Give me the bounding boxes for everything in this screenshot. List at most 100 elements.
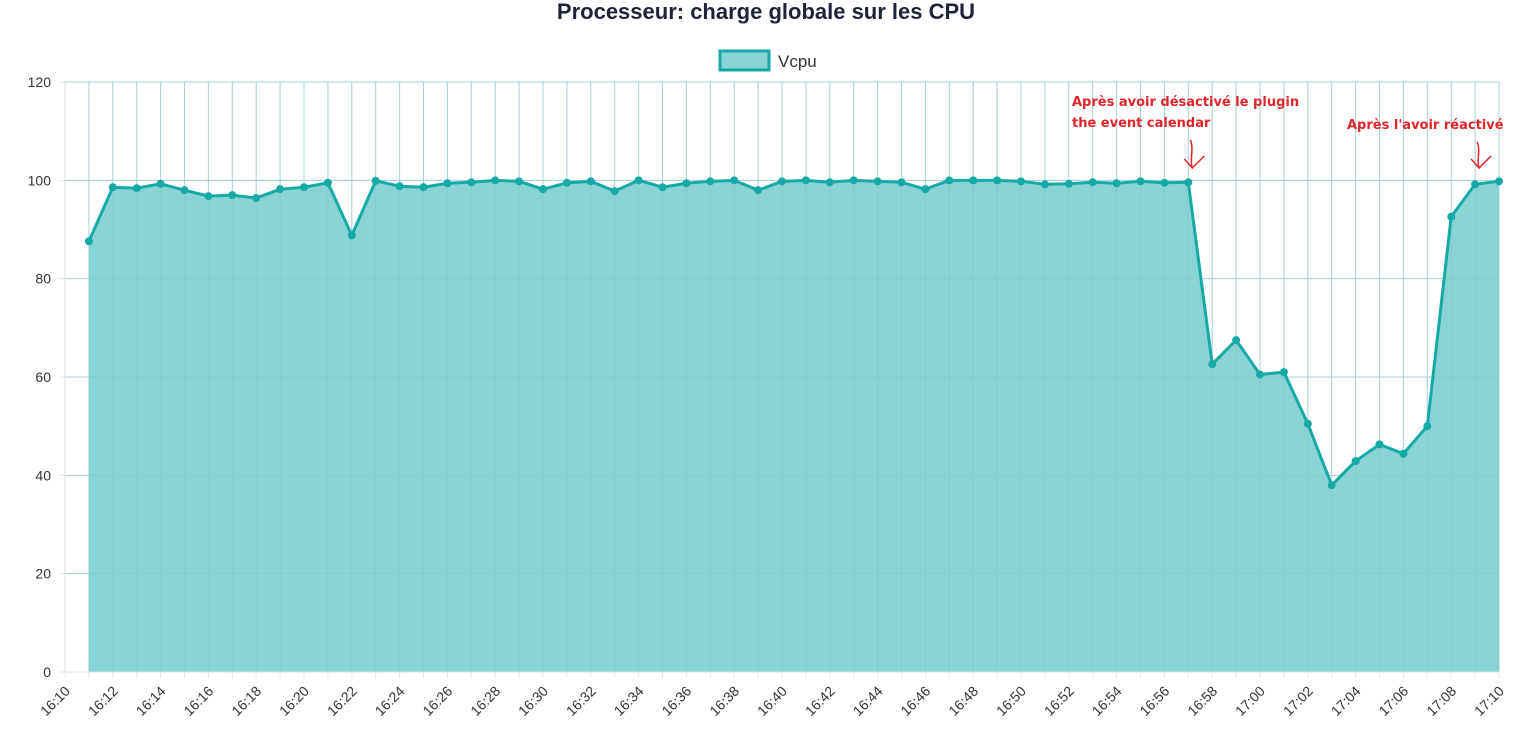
- x-tick-label: 16:14: [133, 683, 169, 719]
- data-point: [682, 179, 691, 188]
- y-tick-label: 120: [28, 74, 52, 90]
- annotation-1: Après avoir désactivé le plugin the event…: [1072, 95, 1299, 170]
- annotation-text: Après l'avoir réactivé: [1347, 118, 1504, 133]
- data-point: [132, 184, 141, 193]
- data-point: [276, 185, 285, 194]
- x-tick-label: 16:38: [706, 683, 742, 719]
- data-point: [1232, 336, 1241, 345]
- x-tick-label: 16:40: [754, 683, 790, 719]
- data-point: [347, 231, 356, 240]
- data-point: [849, 176, 858, 185]
- data-point: [1160, 178, 1169, 187]
- x-tick-label: 16:54: [1089, 683, 1125, 719]
- data-point: [1040, 180, 1049, 189]
- data-point: [84, 237, 93, 246]
- data-point: [1112, 179, 1121, 188]
- annotation-2: Après l'avoir réactivé: [1347, 118, 1504, 170]
- arrow-head-icon: [1183, 155, 1205, 170]
- y-tick-label: 0: [43, 664, 51, 680]
- x-tick-label: 16:50: [993, 683, 1029, 719]
- data-point: [156, 179, 165, 188]
- data-point: [1088, 178, 1097, 187]
- data-point: [1351, 457, 1360, 466]
- data-point: [825, 178, 834, 187]
- data-point: [515, 177, 524, 186]
- data-point: [1447, 212, 1456, 221]
- series-area-vcpu: [88, 180, 1499, 673]
- x-tick-label: 16:36: [658, 683, 694, 719]
- data-point: [108, 183, 117, 192]
- x-tick-label: 16:26: [419, 683, 455, 719]
- chart-legend[interactable]: Vcpu: [718, 49, 817, 72]
- x-tick-label: 17:08: [1423, 683, 1459, 719]
- series-line-vcpu: [87, 178, 1500, 487]
- data-point: [419, 183, 428, 192]
- x-tick-label: 16:10: [37, 683, 73, 719]
- data-point: [1423, 422, 1432, 431]
- x-tick-label: 16:34: [611, 683, 647, 719]
- data-point: [1136, 177, 1145, 186]
- data-point: [586, 177, 595, 186]
- data-point: [801, 176, 810, 185]
- data-point: [1279, 368, 1288, 377]
- data-point: [658, 183, 667, 192]
- plot-area: [64, 81, 1503, 673]
- data-point: [778, 177, 786, 186]
- y-tick-label: 40: [35, 467, 51, 483]
- data-point: [562, 178, 571, 187]
- x-tick-label: 17:00: [1232, 683, 1268, 719]
- data-point: [1327, 481, 1336, 490]
- data-point: [969, 176, 978, 185]
- x-tick-label: 17:02: [1280, 683, 1316, 719]
- data-point: [371, 176, 380, 185]
- x-tick-label: 16:48: [945, 683, 981, 719]
- x-tick-label: 16:32: [563, 683, 599, 719]
- data-point: [730, 176, 739, 185]
- data-point: [897, 178, 906, 187]
- data-point: [634, 176, 643, 185]
- data-point: [1184, 178, 1193, 187]
- data-point: [945, 176, 954, 185]
- data-point: [1303, 419, 1312, 428]
- data-point: [610, 187, 619, 196]
- data-point: [1495, 177, 1503, 186]
- data-point: [706, 177, 715, 186]
- data-point: [300, 183, 308, 192]
- x-tick-label: 16:28: [467, 683, 503, 719]
- x-tick-label: 16:44: [850, 683, 886, 719]
- data-point: [873, 177, 882, 186]
- data-point: [1017, 177, 1025, 186]
- annotation-text: the event calendar: [1072, 116, 1211, 131]
- y-tick-label: 60: [35, 369, 51, 385]
- data-point: [754, 186, 763, 195]
- y-tick-label: 100: [28, 172, 52, 188]
- x-tick-label: 16:12: [85, 683, 121, 719]
- data-point: [921, 185, 930, 194]
- data-point: [993, 176, 1002, 185]
- x-tick-label: 16:20: [276, 683, 312, 719]
- annotation-text: Après avoir désactivé le plugin: [1072, 95, 1299, 110]
- data-point: [443, 179, 452, 188]
- chart-title: Processeur: charge globale sur les CPU: [557, 0, 975, 24]
- data-point: [395, 182, 404, 191]
- arrow-head-icon: [1470, 155, 1492, 170]
- legend-swatch-vcpu: [718, 49, 771, 72]
- x-tick-label: 16:56: [1136, 683, 1172, 719]
- data-point: [1064, 179, 1073, 188]
- annotation-arrow: [1189, 139, 1194, 169]
- data-point: [204, 192, 213, 201]
- data-point: [228, 191, 237, 200]
- x-tick-label: 16:22: [324, 683, 360, 719]
- data-point: [491, 176, 500, 185]
- x-tick-label: 16:30: [515, 683, 551, 719]
- data-point: [180, 186, 189, 195]
- x-tick-label: 17:10: [1471, 683, 1507, 719]
- x-tick-label: 16:58: [1184, 683, 1220, 719]
- y-tick-label: 80: [35, 271, 51, 287]
- annotations: Après avoir désactivé le plugin the event…: [1072, 95, 1504, 170]
- data-point: [467, 178, 476, 187]
- data-point: [252, 194, 261, 203]
- x-tick-label: 16:24: [372, 683, 408, 719]
- data-point: [323, 178, 332, 187]
